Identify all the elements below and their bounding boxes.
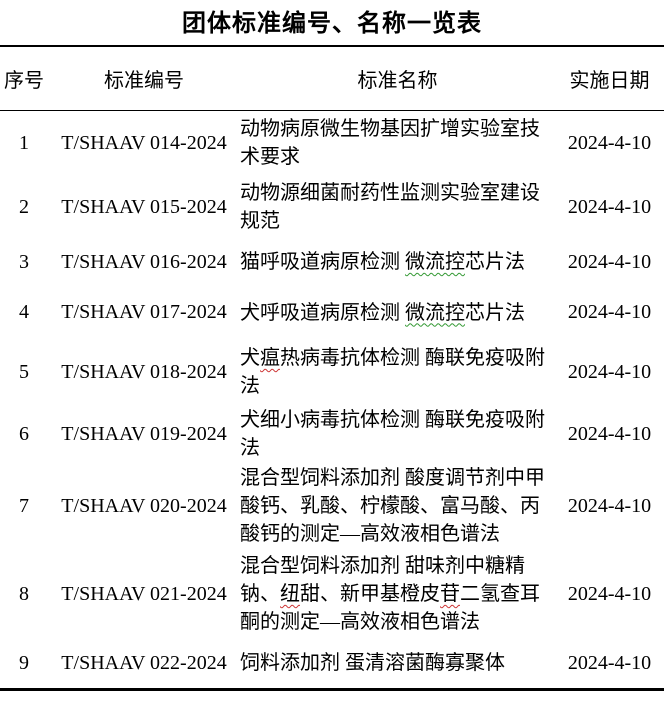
name-cell: 犬瘟热病毒抗体检测 酶联免疫吸附法 — [240, 339, 555, 405]
date-cell: 2024-4-10 — [567, 582, 652, 605]
name-cell: 动物病原微生物基因扩增实验室技术要求 — [240, 110, 555, 176]
name-text: 猫呼吸道病原检测 — [240, 251, 405, 273]
serial-cell: 6 — [19, 422, 29, 445]
code-cell: T/SHAAV 018-2024 — [61, 360, 227, 383]
serial-cell: 9 — [19, 651, 29, 674]
name-text: 芯片法 — [465, 301, 525, 324]
date-cell: 2024-4-10 — [567, 250, 652, 273]
name-text: 犬 — [240, 347, 260, 369]
serial-cell: 5 — [19, 360, 29, 383]
table-row: 4 T/SHAAV 017-2024 犬呼吸道病原检测 微流控芯片法 2024-… — [0, 286, 664, 339]
table-row: 5 T/SHAAV 018-2024 犬瘟热病毒抗体检测 酶联免疫吸附法 202… — [0, 339, 664, 405]
table-row: 1 T/SHAAV 014-2024 动物病原微生物基因扩增实验室技术要求 20… — [0, 110, 664, 176]
name-text: 热病毒抗体检测 酶联免疫吸附法 — [240, 347, 545, 397]
spellcheck-red-squiggle: 瘟 — [260, 347, 280, 369]
date-cell: 2024-4-10 — [567, 360, 652, 383]
name-text: 混合型饲料添加剂 甜味剂中糖精钠、 — [240, 555, 525, 605]
table-row: 2 T/SHAAV 015-2024 动物源细菌耐药性监测实验室建设规范 202… — [0, 176, 664, 238]
name-text: 动物源细菌耐药性监测实验室建设规范 — [240, 182, 540, 232]
serial-cell: 1 — [19, 131, 29, 154]
code-cell: T/SHAAV 014-2024 — [61, 131, 227, 154]
page-title: 团体标准编号、名称一览表 — [182, 11, 482, 37]
name-text: 二氢查耳酮的测定—高效液相色谱法 — [240, 583, 540, 633]
name-cell: 混合型饲料添加剂 酸度调节剂中甲酸钙、乳酸、柠檬酸、富马酸、丙酸钙的测定—高效液… — [240, 463, 555, 549]
spellcheck-red-squiggle: 苷 — [440, 583, 460, 605]
date-cell: 2024-4-10 — [567, 195, 652, 218]
table-row: 9 T/SHAAV 022-2024 饲料添加剂 蛋清溶菌酶寡聚体 2024-4… — [0, 639, 664, 689]
name-text: 甜、新甲基橙皮 — [300, 583, 440, 605]
column-header-date: 实施日期 — [569, 69, 650, 92]
column-header-code: 标准编号 — [104, 69, 184, 92]
standards-table: 序号 标准编号 标准名称 实施日期 1 T/SHAAV 014-2024 动物病… — [0, 45, 664, 691]
serial-cell: 4 — [19, 301, 29, 323]
serial-cell: 8 — [19, 582, 29, 605]
name-text: 饲料添加剂 蛋清溶菌酶寡聚体 — [240, 652, 505, 675]
name-cell: 动物源细菌耐药性监测实验室建设规范 — [240, 176, 555, 238]
name-cell: 猫呼吸道病原检测 微流控芯片法 — [240, 238, 555, 286]
name-text: 混合型饲料添加剂 酸度调节剂中甲酸钙、乳酸、柠檬酸、富马酸、丙酸钙的测定—高效液… — [240, 467, 545, 545]
table-body: 1 T/SHAAV 014-2024 动物病原微生物基因扩增实验室技术要求 20… — [0, 110, 664, 689]
date-cell: 2024-4-10 — [567, 131, 652, 154]
name-cell: 饲料添加剂 蛋清溶菌酶寡聚体 — [240, 639, 555, 689]
name-cell: 犬细小病毒抗体检测 酶联免疫吸附法 — [240, 405, 555, 463]
table-row: 8 T/SHAAV 021-2024 混合型饲料添加剂 甜味剂中糖精钠、纽甜、新… — [0, 549, 664, 639]
serial-cell: 7 — [19, 494, 29, 517]
column-header-serial: 序号 — [4, 69, 44, 92]
code-cell: T/SHAAV 017-2024 — [61, 301, 227, 323]
name-cell: 混合型饲料添加剂 甜味剂中糖精钠、纽甜、新甲基橙皮苷二氢查耳酮的测定—高效液相色… — [240, 549, 555, 639]
date-cell: 2024-4-10 — [567, 422, 652, 445]
code-cell: T/SHAAV 016-2024 — [61, 250, 227, 273]
table-row: 7 T/SHAAV 020-2024 混合型饲料添加剂 酸度调节剂中甲酸钙、乳酸… — [0, 463, 664, 549]
table-row: 6 T/SHAAV 019-2024 犬细小病毒抗体检测 酶联免疫吸附法 202… — [0, 405, 664, 463]
spellcheck-green-squiggle: 微流控 — [405, 301, 465, 324]
name-cell: 犬呼吸道病原检测 微流控芯片法 — [240, 286, 555, 339]
column-header-name: 标准名称 — [357, 69, 438, 92]
code-cell: T/SHAAV 022-2024 — [61, 651, 227, 674]
name-text: 动物病原微生物基因扩增实验室技术要求 — [240, 118, 540, 169]
spellcheck-red-squiggle: 纽 — [280, 583, 300, 605]
date-cell: 2024-4-10 — [567, 301, 652, 323]
name-text: 犬细小病毒抗体检测 酶联免疫吸附法 — [240, 409, 545, 459]
name-text: 芯片法 — [465, 251, 525, 273]
name-text: 犬呼吸道病原检测 — [240, 301, 405, 324]
code-cell: T/SHAAV 019-2024 — [61, 422, 227, 445]
serial-cell: 3 — [19, 250, 29, 273]
spellcheck-green-squiggle: 微流控 — [405, 251, 465, 273]
table-row: 3 T/SHAAV 016-2024 猫呼吸道病原检测 微流控芯片法 2024-… — [0, 238, 664, 286]
code-cell: T/SHAAV 021-2024 — [61, 582, 227, 605]
date-cell: 2024-4-10 — [567, 494, 652, 517]
date-cell: 2024-4-10 — [567, 651, 652, 674]
code-cell: T/SHAAV 020-2024 — [61, 494, 227, 517]
serial-cell: 2 — [19, 195, 29, 218]
code-cell: T/SHAAV 015-2024 — [61, 195, 227, 218]
table-header-row: 序号 标准编号 标准名称 实施日期 — [0, 46, 664, 110]
